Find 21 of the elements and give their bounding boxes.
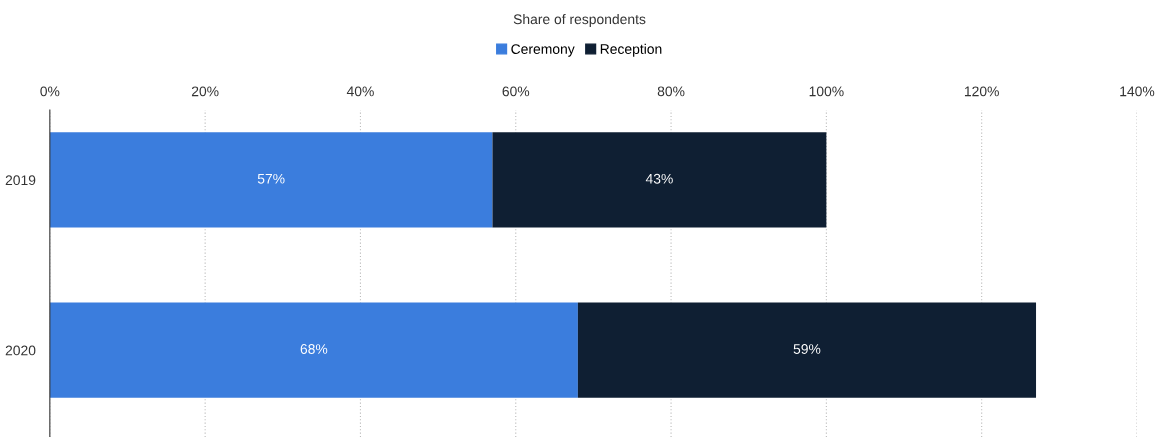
bar: [492, 132, 827, 228]
x-tick-label: 140%: [1120, 86, 1155, 97]
legend-label: Reception: [600, 43, 662, 57]
y-tick-label: 2019: [5, 175, 36, 186]
bar: [49, 302, 578, 398]
x-tick-label: 120%: [964, 86, 999, 97]
y-tick-label: 2020: [5, 345, 36, 356]
x-tick-label: 80%: [657, 86, 685, 97]
x-tick-label: 20%: [191, 86, 219, 97]
x-axis-title: Share of respondents: [513, 13, 646, 27]
data-label: 57%: [257, 173, 285, 184]
data-label: 68%: [300, 344, 328, 354]
x-tick-label: 0%: [40, 86, 60, 97]
bar: [49, 132, 493, 228]
x-tick-label: 40%: [346, 86, 374, 97]
data-label: 43%: [645, 173, 673, 184]
bar: [577, 302, 1037, 398]
legend-label: Ceremony: [511, 44, 575, 57]
x-tick-label: 100%: [809, 86, 844, 97]
data-label: 59%: [793, 344, 821, 354]
x-tick-label: 60%: [502, 86, 530, 97]
